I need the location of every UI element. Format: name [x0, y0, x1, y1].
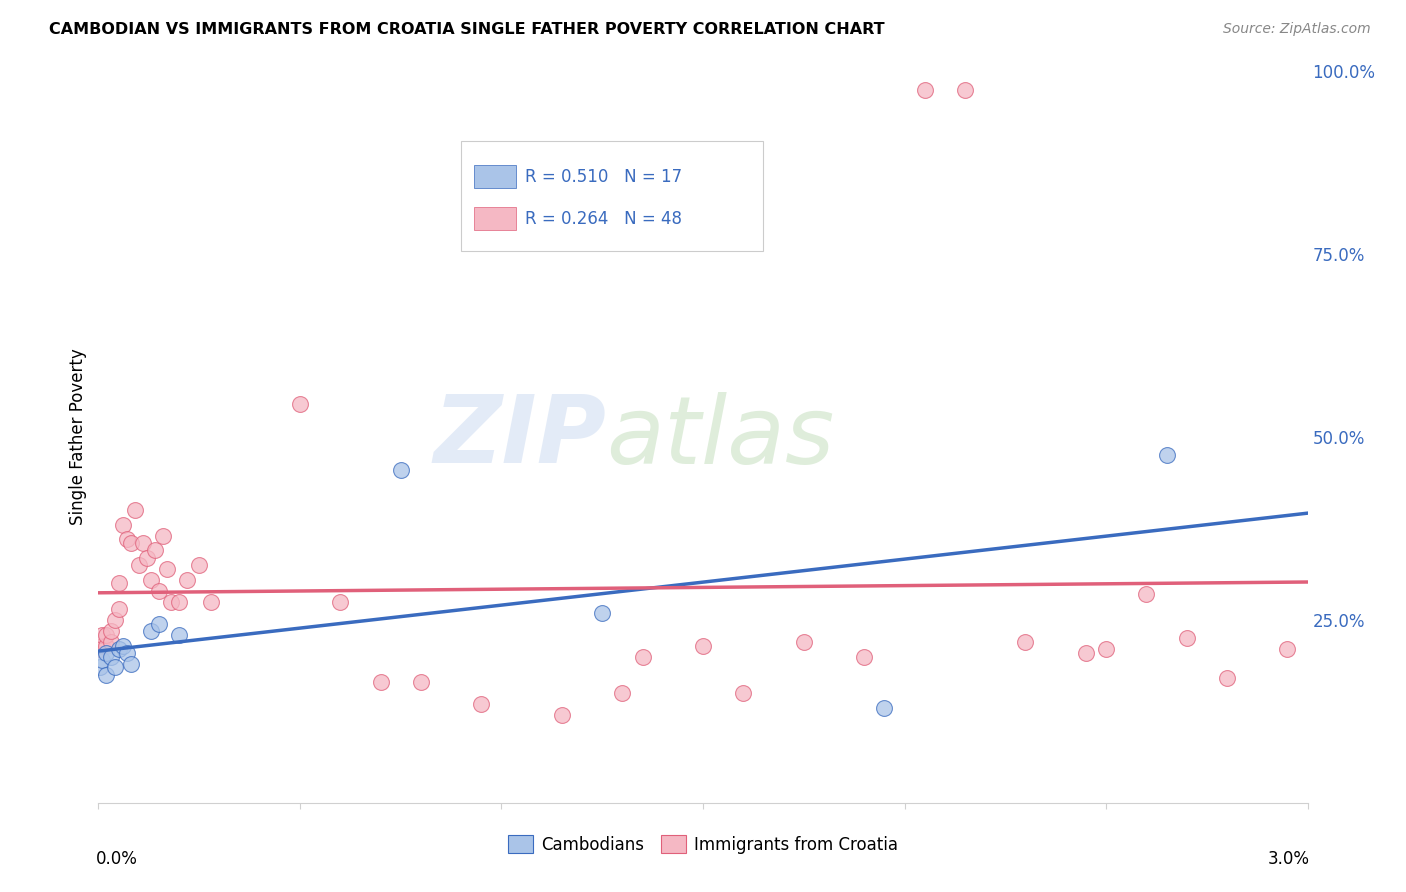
Point [103, 660, 125, 674]
Point [1074, 646, 1097, 660]
Point [733, 686, 755, 700]
Legend: Cambodians, Immigrants from Croatia: Cambodians, Immigrants from Croatia [501, 829, 905, 860]
Text: R = 0.510   N = 17: R = 0.510 N = 17 [526, 168, 682, 186]
Point [200, 594, 222, 608]
Point [167, 594, 190, 608]
Point [612, 686, 634, 700]
Point [160, 594, 183, 608]
Point [389, 463, 412, 477]
Point [111, 517, 134, 532]
Point [953, 83, 976, 97]
Point [1135, 587, 1157, 601]
Point [167, 627, 190, 641]
Point [115, 533, 138, 547]
FancyBboxPatch shape [474, 165, 516, 188]
Text: R = 0.264   N = 48: R = 0.264 N = 48 [526, 211, 682, 228]
Point [120, 657, 142, 671]
Point [873, 700, 896, 714]
Point [89, 642, 111, 657]
Point [96, 639, 118, 653]
Point [551, 708, 574, 723]
Point [1277, 642, 1299, 657]
Point [139, 624, 162, 638]
Point [152, 529, 174, 543]
Text: 0.0%: 0.0% [96, 850, 138, 868]
Point [631, 649, 654, 664]
Point [156, 562, 179, 576]
Point [111, 639, 134, 653]
Point [107, 602, 129, 616]
Point [100, 649, 122, 664]
Point [107, 576, 129, 591]
Point [188, 558, 211, 573]
Point [1216, 672, 1239, 686]
Y-axis label: Single Father Poverty: Single Father Poverty [69, 349, 87, 525]
Point [139, 573, 162, 587]
FancyBboxPatch shape [461, 141, 763, 251]
Point [100, 635, 122, 649]
Point [96, 667, 118, 681]
Point [370, 675, 392, 690]
Point [692, 639, 714, 653]
Point [591, 606, 613, 620]
Point [329, 594, 352, 608]
Point [100, 624, 122, 638]
Point [107, 642, 129, 657]
Point [853, 649, 876, 664]
Point [793, 635, 815, 649]
Point [132, 536, 155, 550]
Point [96, 627, 118, 641]
Point [1014, 635, 1036, 649]
Point [124, 503, 146, 517]
Text: ZIP: ZIP [433, 391, 606, 483]
Text: Source: ZipAtlas.com: Source: ZipAtlas.com [1223, 22, 1371, 37]
Point [115, 646, 138, 660]
Point [470, 697, 492, 711]
Point [120, 536, 142, 550]
Point [148, 616, 170, 631]
Point [1095, 642, 1118, 657]
Point [103, 613, 125, 627]
Point [128, 558, 150, 573]
Point [96, 646, 118, 660]
Point [1156, 448, 1178, 462]
Point [135, 550, 157, 565]
Point [91, 653, 114, 667]
Text: 3.0%: 3.0% [1268, 850, 1310, 868]
Point [1175, 632, 1198, 646]
Point [288, 397, 311, 411]
Point [91, 639, 114, 653]
FancyBboxPatch shape [474, 207, 516, 230]
Text: CAMBODIAN VS IMMIGRANTS FROM CROATIA SINGLE FATHER POVERTY CORRELATION CHART: CAMBODIAN VS IMMIGRANTS FROM CROATIA SIN… [49, 22, 884, 37]
Point [143, 543, 166, 558]
Point [409, 675, 432, 690]
Point [176, 573, 198, 587]
Point [148, 583, 170, 598]
Point [914, 83, 936, 97]
Point [89, 660, 111, 674]
Text: atlas: atlas [606, 392, 835, 483]
Point [91, 627, 114, 641]
